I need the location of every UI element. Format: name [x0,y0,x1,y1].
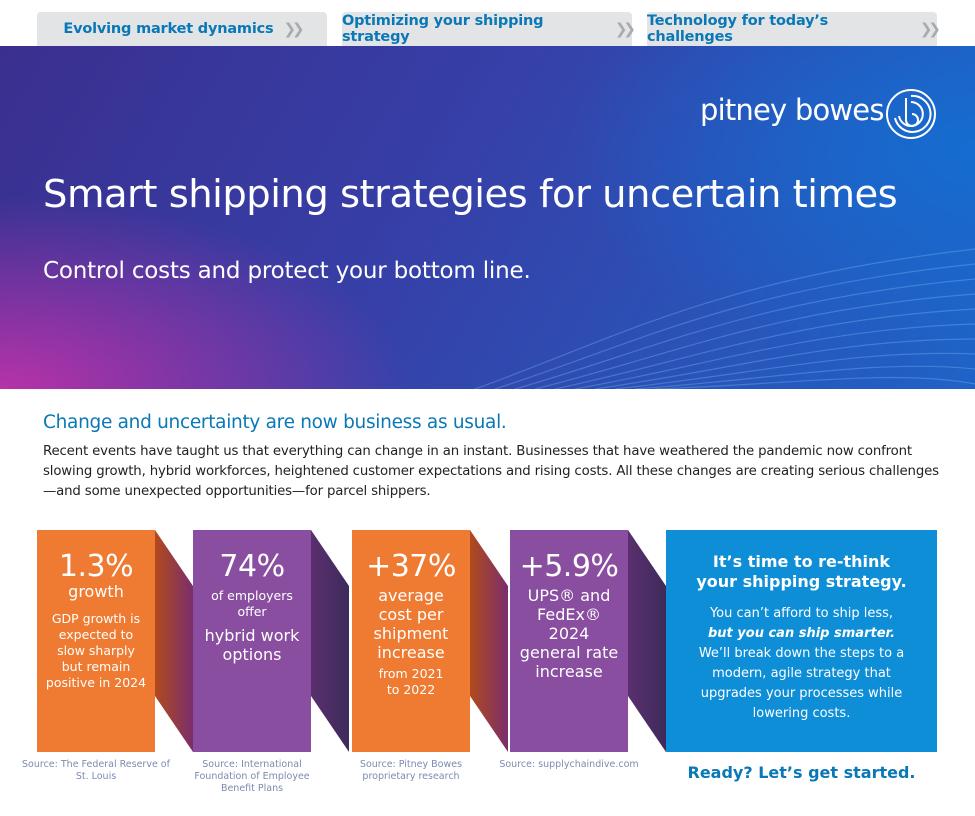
stat-label: of employers offer [211,588,293,619]
stat-detail: from 2021 to 2022 [378,666,444,697]
hero-banner: pitney bowes Smart shipping strategies f… [0,46,975,389]
stat-value: 1.3% [58,549,134,584]
tab-label: Technology for today’s challenges [647,13,829,45]
pitney-bowes-logo-icon [886,89,936,139]
double-chevron-right-icon: ❯❯ [919,20,941,38]
stat-value: 74% [219,549,285,584]
get-started-link[interactable]: Ready? Let’s get started. [687,763,916,782]
stat-source: Source: International Foundation of Empl… [194,759,310,794]
card-fold-decoration [155,530,193,752]
stat-label: average cost per shipment increase [373,586,449,662]
double-chevron-right-icon: ❯❯ [283,20,304,38]
cta-body-line: You can’t afford to ship less, [709,606,894,621]
stat-value: +5.9% [519,549,619,584]
cta-title-line: It’s time to re-think [712,552,891,571]
cta-title: It’s time to re-think your shipping stra… [666,552,937,592]
stat-card-gdp-growth: 1.3% growth GDP growth is expected to sl… [37,530,155,752]
card-fold-decoration [628,530,666,752]
wave-lines-decoration [474,248,975,389]
stat-card-cost-per-shipment: +37% average cost per shipment increase … [352,530,470,752]
cta-title-line: your shipping strategy. [696,572,907,591]
card-fold-decoration [470,530,508,752]
tab-label: Evolving market dynamics [63,21,274,37]
stat-source: Source: Pitney Bowes proprietary researc… [359,759,463,782]
tab-optimizing-shipping-strategy[interactable]: Optimizing your shipping strategy ❯❯ [342,12,636,46]
page-title: Smart shipping strategies for uncertain … [43,172,898,217]
stat-source: Source: supplychaindive.com [499,759,639,770]
pitney-bowes-logo-text: pitney bowes [700,93,884,127]
stat-card-rate-increase: +5.9% UPS® and FedEx® 2024 general rate … [510,530,628,752]
cta-body-line: We’ll break down the steps to a modern, … [698,646,905,721]
intro-heading: Change and uncertainty are now business … [43,412,507,433]
stat-card-hybrid-work: 74% of employers offer hybrid work optio… [193,530,311,752]
stat-value: +37% [366,549,456,584]
cta-card: It’s time to re-think your shipping stra… [666,530,937,752]
stat-detail: GDP growth is expected to slow sharply b… [45,611,147,690]
card-fold-decoration [311,530,349,752]
cta-body-emphasis: but you can ship smarter. [707,626,896,641]
stat-detail: hybrid work options [204,626,300,664]
intro-body: Recent events have taught us that everyt… [43,444,939,499]
cta-body: You can’t afford to ship less, but you c… [666,604,937,724]
stat-source: Source: The Federal Reserve of St. Louis [22,759,170,782]
stat-label: UPS® and FedEx® 2024 general rate increa… [519,586,619,681]
double-chevron-right-icon: ❯❯ [614,20,636,38]
page-subtitle: Control costs and protect your bottom li… [43,258,531,284]
tab-evolving-market-dynamics[interactable]: Evolving market dynamics ❯❯ [37,12,327,46]
tab-technology-challenges[interactable]: Technology for today’s challenges ❯❯ [647,12,941,46]
stat-label: growth [68,582,124,601]
tab-label: Optimizing your shipping strategy [342,13,544,45]
